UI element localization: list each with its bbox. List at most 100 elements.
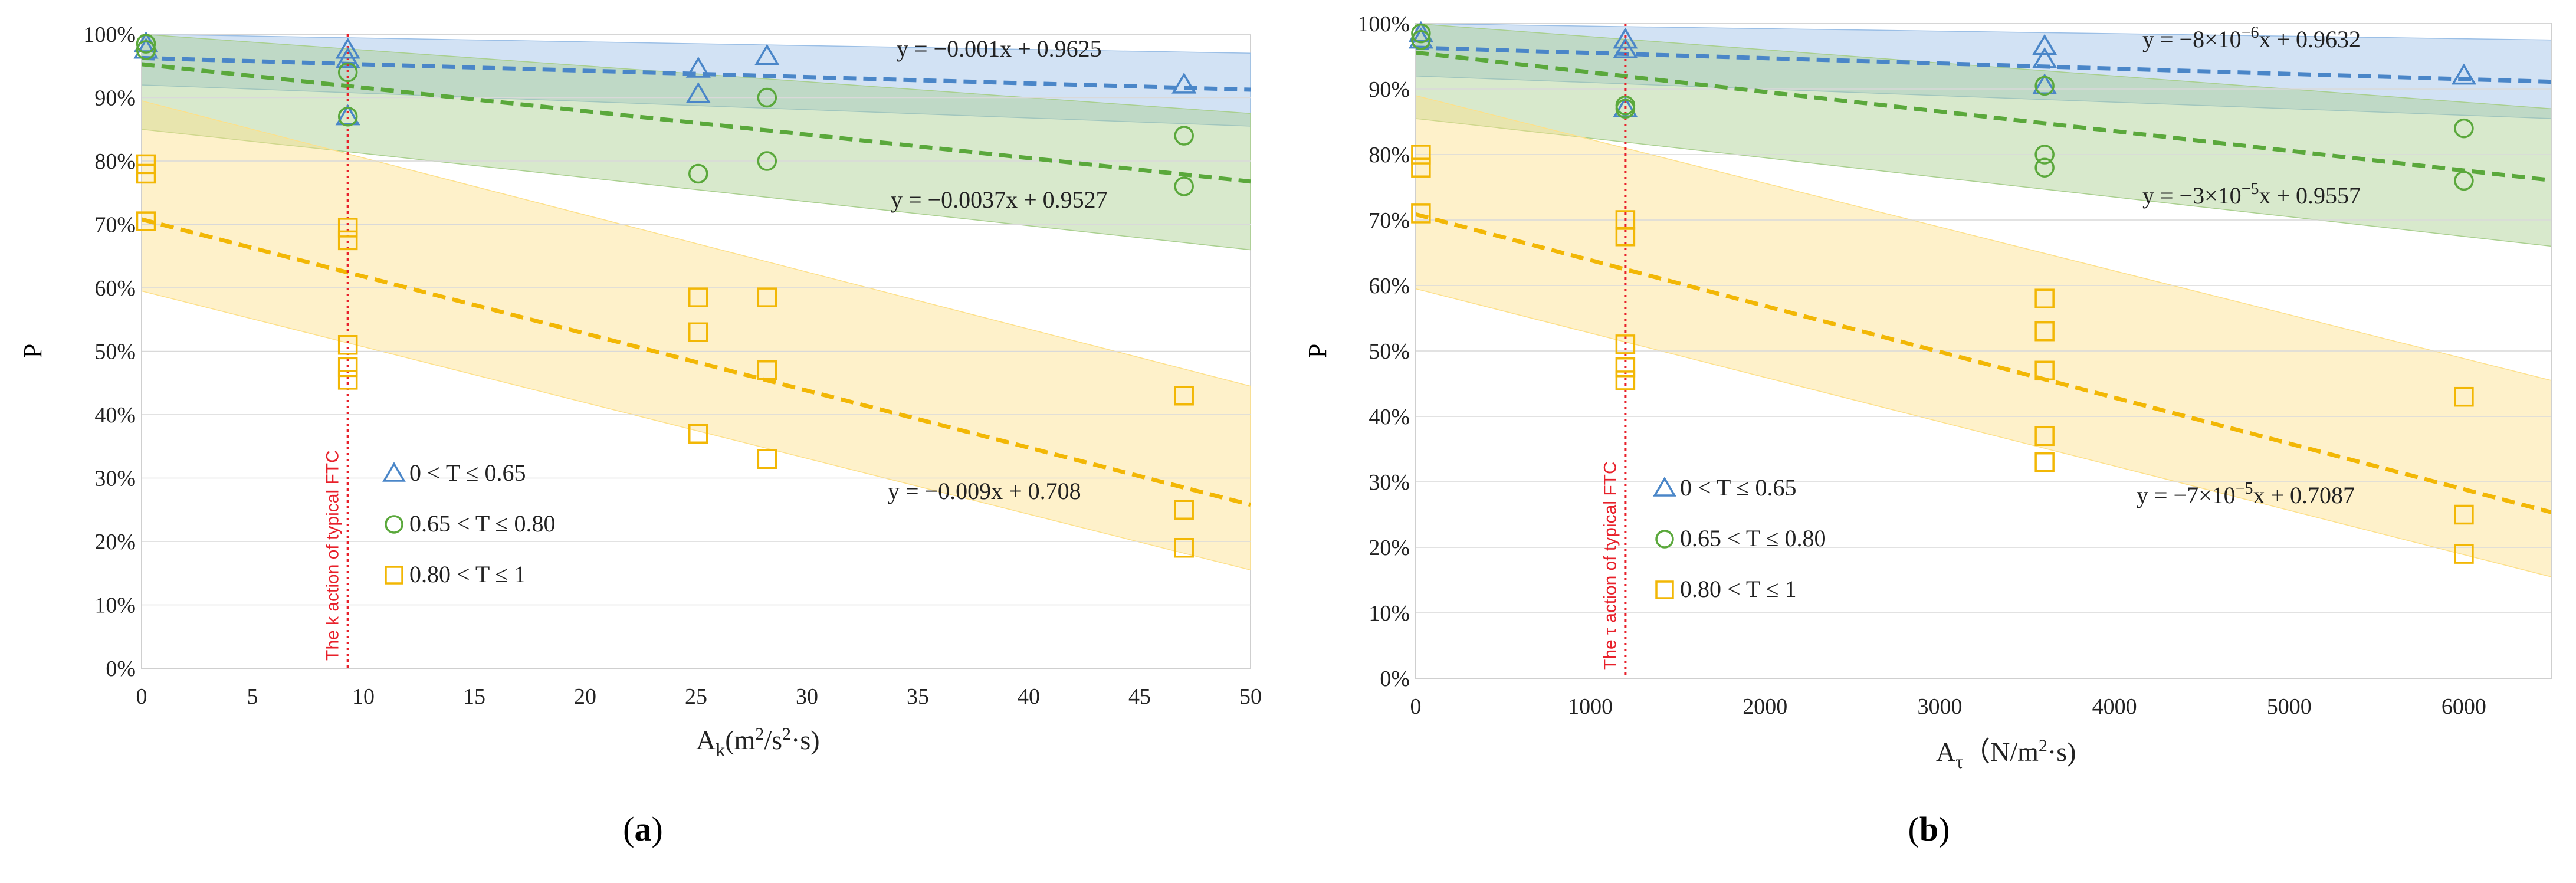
confidence-band-b-0	[1416, 24, 2551, 119]
data-point-a-2-16	[1174, 538, 1194, 558]
fit-equation-a-1: y = −0.0037x + 0.9527	[891, 186, 1108, 213]
fit-lines-b	[1416, 45, 2551, 514]
chart-panel-b: The τ action of typical FTC 0% 10% 20% 30% 4…	[1303, 12, 2552, 848]
data-point-a-2-10	[688, 424, 708, 444]
y-tick-label-a-2: 20%	[94, 530, 136, 554]
fit-lines-a	[142, 55, 1251, 507]
x-tick-label-b-5: 5000	[2267, 694, 2312, 719]
data-point-a-0-1	[133, 37, 159, 59]
data-point-b-2-8	[2034, 288, 2055, 308]
data-point-b-2-15	[2454, 544, 2474, 564]
x-axis-label-unit-pre-b: （N/m	[1963, 737, 2039, 767]
data-point-a-2-12	[757, 360, 777, 380]
data-point-b-0-1	[1408, 27, 1433, 49]
data-point-a-2-8	[688, 287, 708, 307]
y-tick-label-a-7: 70%	[94, 213, 136, 238]
x-tick-label-b-4: 4000	[2092, 694, 2137, 719]
x-tick-label-a-1: 5	[247, 684, 258, 709]
confidence-band-a-1	[142, 34, 1251, 251]
x-tick-label-a-3: 15	[463, 684, 485, 709]
data-point-b-2-9	[2034, 321, 2055, 342]
x-tick-label-a-5: 25	[685, 684, 707, 709]
x-axis-label-unit-mid-a: /s	[764, 725, 782, 755]
data-point-b-1-8	[2454, 170, 2474, 191]
data-point-b-2-10	[2034, 360, 2055, 381]
legend-label-a-0: 0 < T ≤ 0.65	[409, 459, 526, 486]
fit-equation-exp-b-1: −5	[2242, 180, 2259, 198]
data-point-b-1-5	[2034, 145, 2055, 165]
legend-marker-b-2	[1655, 580, 1674, 599]
data-point-a-0-5	[685, 57, 711, 78]
fit-equation-pre-b-1: y = −3×10	[2142, 182, 2242, 209]
data-point-b-2-6	[1615, 357, 1636, 378]
data-point-a-1-5	[757, 87, 777, 108]
fit-equation-pre-b-0: y = −8×10	[2142, 26, 2242, 52]
panel-letter-a: a	[635, 810, 652, 848]
fit-equation-post-b-2: x + 0.7087	[2253, 482, 2355, 508]
data-point-a-0-6	[685, 82, 711, 103]
data-point-a-2-14	[1174, 386, 1194, 406]
legend-marker-a-0	[382, 462, 406, 482]
data-point-a-2-15	[1174, 500, 1194, 520]
y-tick-label-b-10: 100%	[1357, 12, 1410, 37]
x-tick-label-b-1: 1000	[1568, 694, 1613, 719]
confidence-band-a-2	[142, 100, 1251, 571]
x-axis-label-b: Aτ（N/m2·s)	[1936, 736, 2076, 772]
data-point-b-2-12	[2034, 452, 2055, 472]
data-point-a-0-8	[1171, 72, 1197, 94]
y-tick-label-a-6: 60%	[94, 276, 136, 301]
data-point-a-2-9	[688, 322, 708, 342]
x-tick-label-a-6: 30	[796, 684, 818, 709]
data-point-b-1-1	[1411, 30, 1431, 50]
fit-line-b-0	[1416, 45, 2551, 84]
legend-marker-b-0	[1653, 477, 1676, 497]
data-point-b-1-6	[2034, 157, 2055, 178]
fit-equation-b-0: y = −8×10−6x + 0.9632	[2142, 24, 2361, 52]
fit-line-a-1	[142, 62, 1251, 184]
data-point-a-0-7	[754, 44, 780, 65]
fit-equation-post-b-1: x + 0.9557	[2259, 182, 2361, 209]
data-point-a-1-7	[1174, 126, 1194, 146]
fit-line-a-0	[142, 55, 1251, 92]
data-point-b-2-11	[2034, 426, 2055, 447]
x-axis-label-base-a: A	[696, 725, 716, 755]
x-tick-label-a-4: 20	[574, 684, 596, 709]
data-point-a-2-5	[337, 335, 358, 355]
x-tick-label-a-10: 50	[1239, 684, 1262, 709]
legend-label-b-0: 0 < T ≤ 0.65	[1680, 474, 1797, 501]
chart-panel-a: The k action of typical FTC 0% 10% 20% 30% 4…	[18, 22, 1262, 848]
data-point-b-0-7	[2032, 73, 2057, 95]
fit-equation-a-0: y = −0.001x + 0.9625	[897, 35, 1102, 62]
legend-marker-a-1	[385, 515, 403, 534]
fit-equation-b-1: y = −3×10−5x + 0.9557	[2142, 180, 2361, 209]
data-point-b-0-6	[2032, 47, 2057, 68]
equations-a: y = −0.001x + 0.9625 y = −0.0037x + 0.952…	[888, 35, 1108, 504]
x-axis-label-sup1-b: 2	[2039, 736, 2047, 756]
fit-equation-exp-b-2: −5	[2236, 480, 2253, 498]
x-tick-label-a-7: 35	[907, 684, 929, 709]
x-axis-label-a: Ak(m2/s2·s)	[696, 724, 820, 760]
fit-equation-post-b-0: x + 0.9632	[2259, 26, 2361, 52]
x-axis-label-unit-post-a: ·s)	[791, 725, 820, 755]
y-tick-label-a-9: 90%	[94, 86, 136, 111]
x-axis-label-sup2-a: 2	[782, 724, 791, 744]
legend-label-b-1: 0.65 < T ≤ 0.80	[1680, 525, 1826, 552]
y-tick-label-a-4: 40%	[94, 403, 136, 428]
x-tick-label-a-9: 45	[1128, 684, 1151, 709]
y-tick-label-b-2: 20%	[1369, 536, 1410, 560]
data-point-b-1-7	[2454, 118, 2474, 139]
y-tick-label-b-9: 90%	[1369, 77, 1410, 102]
data-point-a-2-13	[757, 449, 777, 469]
y-tick-label-b-7: 70%	[1369, 208, 1410, 233]
axes-a: 0% 10% 20% 30% 40% 50% 60% 70% 80% 90% 100% 0 5 10 15 2…	[83, 22, 1262, 709]
y-tick-label-b-1: 10%	[1369, 601, 1410, 626]
ftc-marker-b: The τ action of typical FTC	[1600, 24, 1627, 678]
data-point-a-1-2	[337, 62, 358, 83]
data-point-a-1-0	[136, 34, 156, 54]
x-axis-label-sub-a: k	[716, 739, 725, 760]
y-tick-label-b-6: 60%	[1369, 274, 1410, 298]
